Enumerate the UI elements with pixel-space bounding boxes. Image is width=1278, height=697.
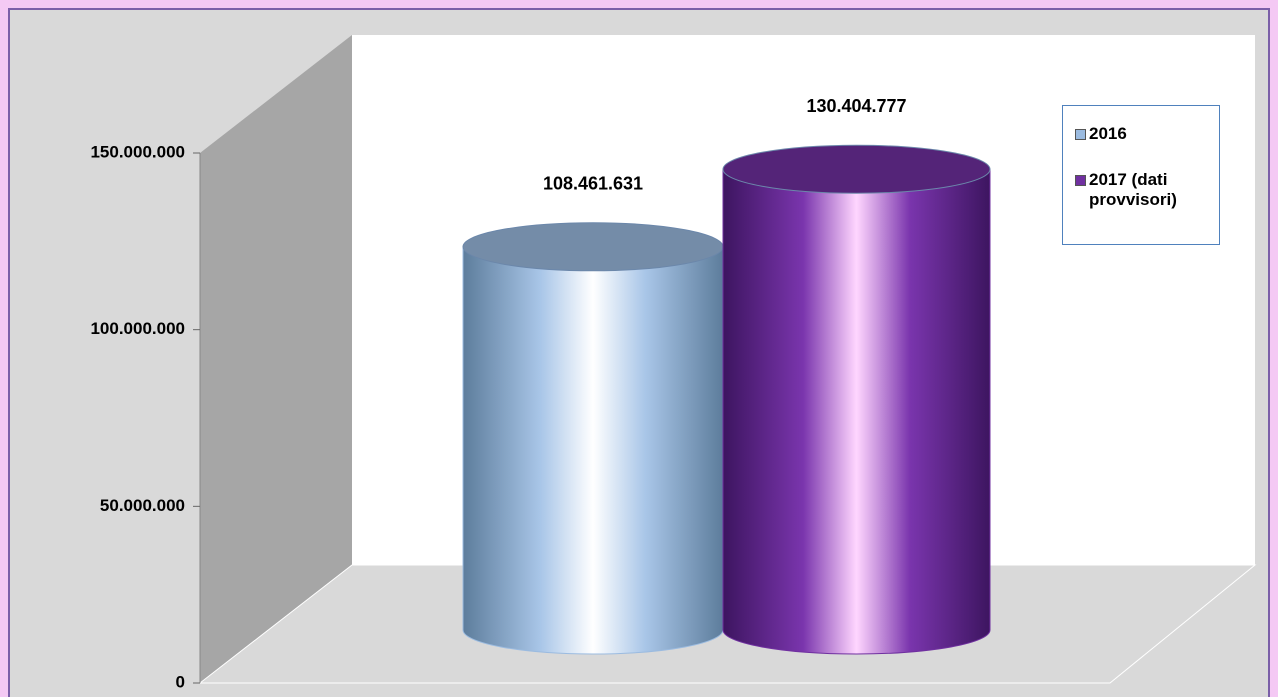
legend-swatch bbox=[1075, 175, 1086, 186]
legend-swatch bbox=[1075, 129, 1086, 140]
legend: 2016 2017 (dati provvisori) bbox=[1062, 105, 1220, 245]
cylinder-top bbox=[722, 144, 991, 194]
y-tick-label: 100.000.000 bbox=[90, 319, 185, 338]
legend-entry: 2017 (dati provvisori) bbox=[1075, 170, 1213, 210]
legend-entry: 2016 bbox=[1075, 124, 1213, 144]
legend-label: 2017 (dati provvisori) bbox=[1089, 170, 1177, 209]
y-tick-label: 50.000.000 bbox=[100, 496, 185, 515]
cylinder-body bbox=[462, 246, 724, 655]
legend-label: 2016 bbox=[1089, 124, 1127, 143]
value-label: 130.404.777 bbox=[806, 96, 906, 116]
cylinder-top bbox=[462, 222, 724, 272]
y-tick-label: 150.000.000 bbox=[90, 142, 185, 161]
cylinder-body bbox=[722, 168, 991, 655]
side-wall bbox=[200, 35, 352, 683]
value-label: 108.461.631 bbox=[543, 174, 643, 194]
y-tick-label: 0 bbox=[176, 672, 185, 691]
